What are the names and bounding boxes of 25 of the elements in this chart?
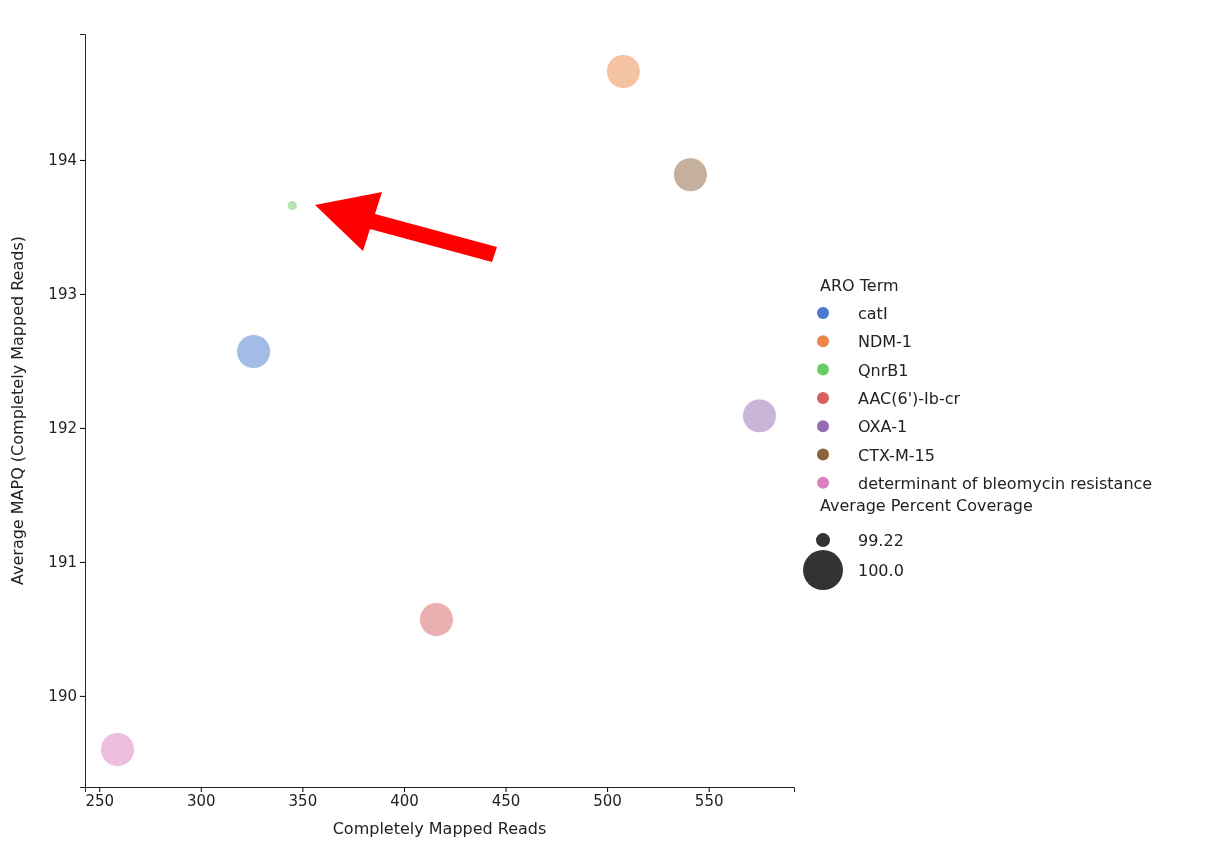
x-tick-label: 250	[85, 791, 115, 810]
legend-label: QnrB1	[858, 360, 909, 380]
x-tick-label: 550	[694, 791, 724, 810]
legend-label: NDM-1	[858, 332, 913, 352]
legend-label: determinant of bleomycin resistance	[858, 473, 1153, 493]
x-tick-label: 450	[491, 791, 521, 810]
text: 99.22	[858, 531, 904, 551]
y-tick-label: 193	[48, 285, 77, 304]
text: Average Percent Coverage	[820, 496, 1033, 516]
x-tick-label: 300	[186, 791, 216, 810]
x-tick-label: 400	[390, 791, 419, 810]
x-tick-label: 500	[593, 791, 622, 810]
y-tick-label: 194	[48, 151, 77, 170]
y-tick-label: 191	[48, 553, 77, 572]
y-axis-title: Average MAPQ (Completely Mapped Reads)	[8, 235, 27, 586]
y-tick-label: 190	[48, 687, 77, 706]
legend-title: ARO Term	[820, 276, 899, 295]
legend-label: AAC(6')-Ib-cr	[858, 388, 961, 408]
legend-label: catI	[858, 304, 888, 323]
legend-label: OXA-1	[858, 417, 908, 437]
y-tick-label: 192	[48, 419, 77, 438]
x-axis-title: Completely Mapped Reads	[332, 819, 547, 838]
legend-label: CTX-M-15	[858, 445, 935, 465]
x-tick-label: 350	[288, 791, 318, 810]
text: 100.0	[858, 561, 904, 581]
